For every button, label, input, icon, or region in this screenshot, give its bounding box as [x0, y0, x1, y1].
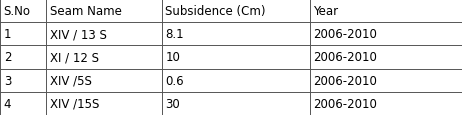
Text: 2006-2010: 2006-2010 [313, 97, 377, 110]
Text: XI / 12 S: XI / 12 S [50, 51, 99, 64]
Text: Seam Name: Seam Name [50, 5, 122, 18]
Text: 2006-2010: 2006-2010 [313, 51, 377, 64]
Text: 0.6: 0.6 [165, 74, 184, 87]
Text: Year: Year [313, 5, 338, 18]
Text: 2006-2010: 2006-2010 [313, 74, 377, 87]
Text: XIV / 13 S: XIV / 13 S [50, 28, 107, 41]
Text: 4: 4 [4, 97, 11, 110]
Text: XIV /5S: XIV /5S [50, 74, 92, 87]
Text: 3: 3 [4, 74, 11, 87]
Text: Subsidence (Cm): Subsidence (Cm) [165, 5, 266, 18]
Text: 1: 1 [4, 28, 11, 41]
Text: 10: 10 [165, 51, 180, 64]
Text: S.No: S.No [4, 5, 30, 18]
Text: 30: 30 [165, 97, 180, 110]
Text: 2: 2 [4, 51, 11, 64]
Text: 8.1: 8.1 [165, 28, 184, 41]
Text: XIV /15S: XIV /15S [50, 97, 99, 110]
Text: 2006-2010: 2006-2010 [313, 28, 377, 41]
